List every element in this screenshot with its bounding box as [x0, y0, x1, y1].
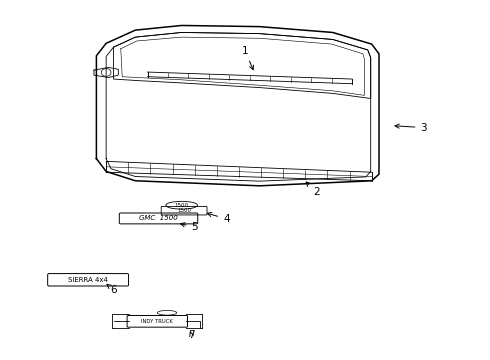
Text: 1500: 1500	[174, 203, 189, 208]
Text: 5: 5	[180, 222, 198, 233]
Text: 6: 6	[107, 284, 117, 294]
Text: 1500: 1500	[177, 208, 191, 213]
Text: 7: 7	[188, 330, 195, 340]
Text: 1: 1	[242, 46, 253, 70]
Text: GMC  1500: GMC 1500	[139, 215, 178, 221]
Text: 4: 4	[207, 212, 230, 224]
Text: 3: 3	[395, 123, 427, 132]
Text: SIERRA 4x4: SIERRA 4x4	[68, 277, 108, 283]
Text: INDY TRUCK: INDY TRUCK	[142, 319, 173, 324]
Text: 2: 2	[306, 182, 320, 198]
